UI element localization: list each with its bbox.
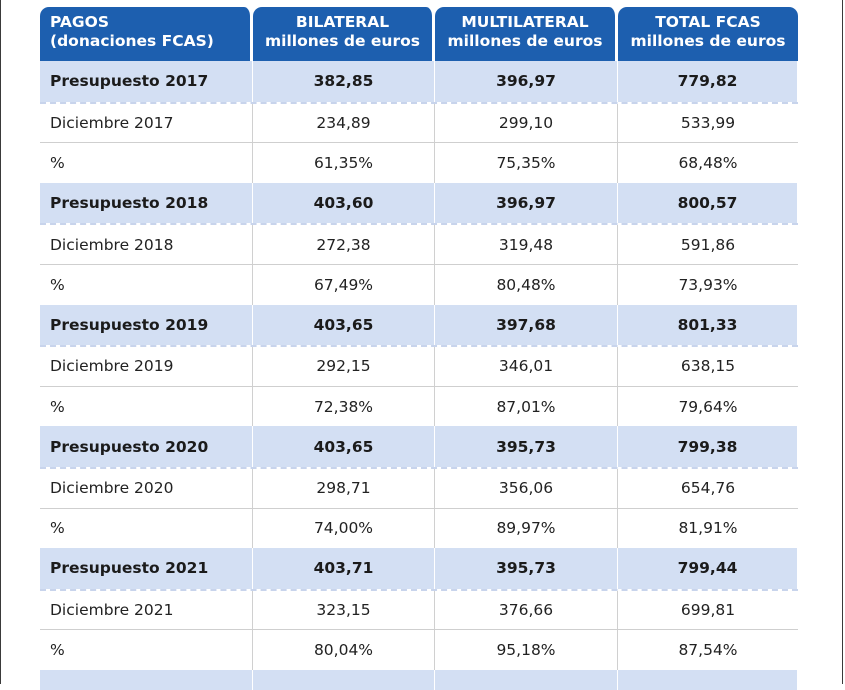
- cell-total: 801,33: [618, 304, 798, 346]
- table-row: % 67,49% 80,48% 73,93%: [40, 263, 798, 305]
- row-label: Presupuesto 2020: [40, 426, 253, 467]
- cell-total: 591,86: [680, 235, 736, 254]
- cell-multilateral: 395,73: [435, 426, 618, 467]
- row-label: Presupuesto 2021: [40, 548, 253, 589]
- row-label: %: [40, 386, 253, 427]
- table-header: PAGOS (donaciones FCAS) BILATERAL millon…: [40, 0, 798, 61]
- cell-bilateral: 61,35%: [253, 143, 435, 183]
- header-multilateral-unit: millones de euros: [447, 32, 603, 50]
- cell-bilateral: 74,00%: [253, 508, 435, 549]
- row-label: %: [40, 264, 253, 305]
- cell-bilateral: 403,65: [253, 426, 435, 467]
- cell-multilateral: 397,68: [435, 304, 618, 346]
- cell-bilateral: 382,85: [253, 61, 435, 102]
- cell-multilateral: 75,35%: [435, 143, 618, 183]
- header-total-unit: millones de euros: [630, 32, 786, 50]
- cell-total: 73,93%: [678, 275, 738, 294]
- cell-multilateral: 319,48: [435, 225, 618, 264]
- row-label: Diciembre 2021: [40, 590, 253, 630]
- cell-multilateral: 89,97%: [435, 508, 618, 549]
- table-row: Diciembre 2019 292,15 346,01 638,15: [40, 345, 798, 386]
- header-pagos-title: PAGOS: [50, 13, 109, 31]
- partial-cell: [618, 669, 798, 690]
- table-row: % 74,00% 89,97% 81,91%: [40, 507, 798, 549]
- table-row: Diciembre 2020 298,71 356,06 654,76: [40, 466, 798, 508]
- fcas-payments-table: PAGOS (donaciones FCAS) BILATERAL millon…: [40, 0, 798, 690]
- cell-total: 79,64%: [678, 397, 738, 416]
- table-body: Presupuesto 2017 382,85 396,97 779,82 Diciem…: [40, 61, 798, 670]
- header-pagos-subtitle: (donaciones FCAS): [50, 32, 214, 50]
- table-row: Presupuesto 2018 403,60 396,97 800,57: [40, 182, 798, 224]
- cell-total: 533,99: [680, 113, 736, 132]
- header-bilateral-title: BILATERAL: [295, 13, 390, 31]
- cell-bilateral: 72,38%: [253, 386, 435, 427]
- cell-total: 81,91%: [678, 519, 738, 538]
- cell-total: 699,81: [680, 601, 736, 620]
- cell-total: 799,44: [618, 548, 798, 589]
- header-bilateral-unit: millones de euros: [265, 32, 420, 50]
- row-label: Presupuesto 2018: [40, 182, 253, 224]
- row-label: Diciembre 2019: [40, 347, 253, 386]
- cell-multilateral: 356,06: [435, 468, 618, 508]
- header-total-title: TOTAL FCAS: [655, 13, 761, 31]
- row-label: Diciembre 2018: [40, 225, 253, 264]
- header-bilateral: BILATERAL millones de euros: [253, 7, 435, 61]
- header-total: TOTAL FCAS millones de euros: [618, 7, 798, 61]
- partial-cell: [40, 669, 253, 690]
- header-multilateral-title: MULTILATERAL: [461, 13, 589, 31]
- cell-multilateral: 376,66: [435, 590, 618, 630]
- cell-multilateral: 395,73: [435, 548, 618, 589]
- row-label: Diciembre 2020: [40, 468, 253, 508]
- cell-multilateral: 87,01%: [435, 386, 618, 427]
- cell-multilateral: 396,97: [435, 61, 618, 102]
- cell-bilateral: 234,89: [253, 103, 435, 143]
- table-row: Diciembre 2017 234,89 299,10 533,99: [40, 101, 798, 143]
- cell-total: 654,76: [680, 479, 736, 498]
- cell-multilateral: 80,48%: [435, 264, 618, 305]
- table-row: Presupuesto 2021 403,71 395,73 799,44: [40, 548, 798, 589]
- cell-bilateral: 292,15: [253, 347, 435, 386]
- partial-cell: [253, 669, 435, 690]
- table-row: Diciembre 2018 272,38 319,48 591,86: [40, 223, 798, 264]
- cell-multilateral: 346,01: [435, 347, 618, 386]
- cell-multilateral: 95,18%: [435, 630, 618, 670]
- table-row-partial: [40, 669, 798, 690]
- cell-bilateral: 403,65: [253, 304, 435, 346]
- table-row: Presupuesto 2017 382,85 396,97 779,82: [40, 61, 798, 102]
- table-row: % 80,04% 95,18% 87,54%: [40, 629, 798, 670]
- table-row: Presupuesto 2020 403,65 395,73 799,38: [40, 426, 798, 467]
- table-row: Presupuesto 2019 403,65 397,68 801,33: [40, 304, 798, 346]
- row-label: %: [40, 508, 253, 549]
- row-label: %: [40, 143, 253, 183]
- cell-total: 68,48%: [678, 153, 738, 172]
- row-label: %: [40, 630, 253, 670]
- row-label: Presupuesto 2019: [40, 304, 253, 346]
- cell-total: 800,57: [618, 182, 798, 224]
- cell-total: 779,82: [618, 61, 798, 102]
- cell-total: 87,54%: [678, 641, 738, 660]
- cell-bilateral: 272,38: [253, 225, 435, 264]
- cell-bilateral: 80,04%: [253, 630, 435, 670]
- table-row: % 61,35% 75,35% 68,48%: [40, 142, 798, 183]
- cell-bilateral: 403,71: [253, 548, 435, 589]
- cell-bilateral: 403,60: [253, 182, 435, 224]
- table-row: Diciembre 2021 323,15 376,66 699,81: [40, 588, 798, 630]
- cell-total: 638,15: [680, 357, 736, 376]
- cell-bilateral: 67,49%: [253, 264, 435, 305]
- cell-multilateral: 396,97: [435, 182, 618, 224]
- cell-total: 799,38: [618, 426, 798, 467]
- cell-bilateral: 298,71: [253, 468, 435, 508]
- header-multilateral: MULTILATERAL millones de euros: [435, 7, 618, 61]
- table-row: % 72,38% 87,01% 79,64%: [40, 385, 798, 427]
- cell-multilateral: 299,10: [435, 103, 618, 143]
- row-label: Presupuesto 2017: [40, 61, 253, 102]
- cell-bilateral: 323,15: [253, 590, 435, 630]
- row-label: Diciembre 2017: [40, 103, 253, 143]
- partial-cell: [435, 669, 618, 690]
- header-pagos: PAGOS (donaciones FCAS): [40, 7, 253, 61]
